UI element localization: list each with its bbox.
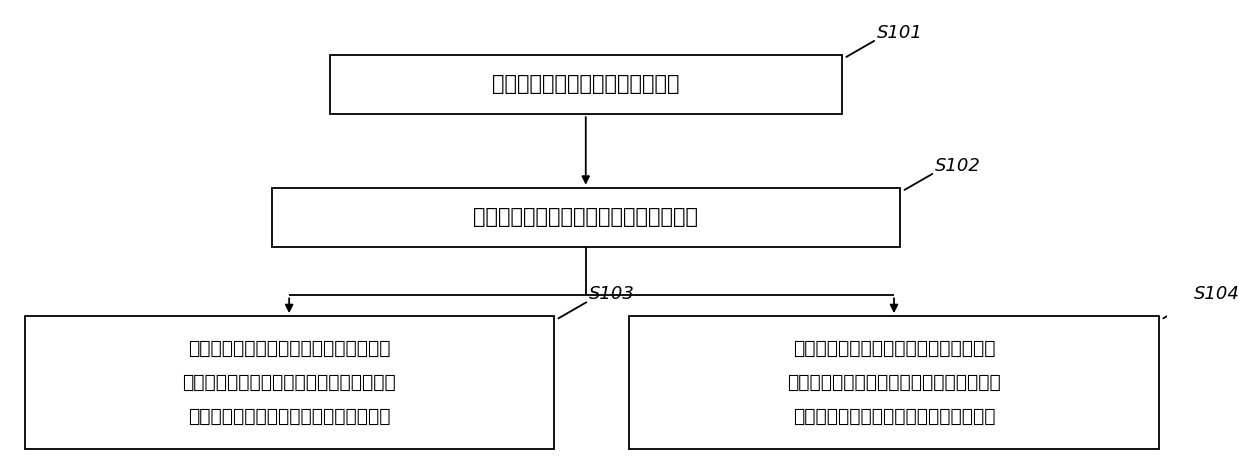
Text: S103: S103 <box>589 285 634 303</box>
Text: 当所述剩余电量大于所述第一电量阈值时
选择小于理论充电功率的功率点作为燃料电
池的输出功率以便控制燃料电池进行输出: 当所述剩余电量大于所述第一电量阈值时 选择小于理论充电功率的功率点作为燃料电 池… <box>787 339 1001 426</box>
Text: 当所述剩余电量大于所述第一电量阈值时
选择小于理论充电功率的功率点作为燃料电
池的输出功率以便控制燃料电池进行输出: 当所述剩余电量大于所述第一电量阈值时 选择小于理论充电功率的功率点作为燃料电 池… <box>182 339 396 426</box>
Text: 获取动力电池第一时刻的剩余电量: 获取动力电池第一时刻的剩余电量 <box>492 74 679 94</box>
Text: S101: S101 <box>876 24 922 42</box>
Bar <box>330 55 841 114</box>
Text: 比较所述剩余电量和第一电量阈值的大小: 比较所述剩余电量和第一电量阈值的大小 <box>473 207 699 227</box>
Bar <box>271 188 900 247</box>
Text: S104: S104 <box>1193 285 1239 303</box>
Text: S102: S102 <box>934 157 980 175</box>
Bar <box>629 316 1158 449</box>
Bar <box>25 316 554 449</box>
